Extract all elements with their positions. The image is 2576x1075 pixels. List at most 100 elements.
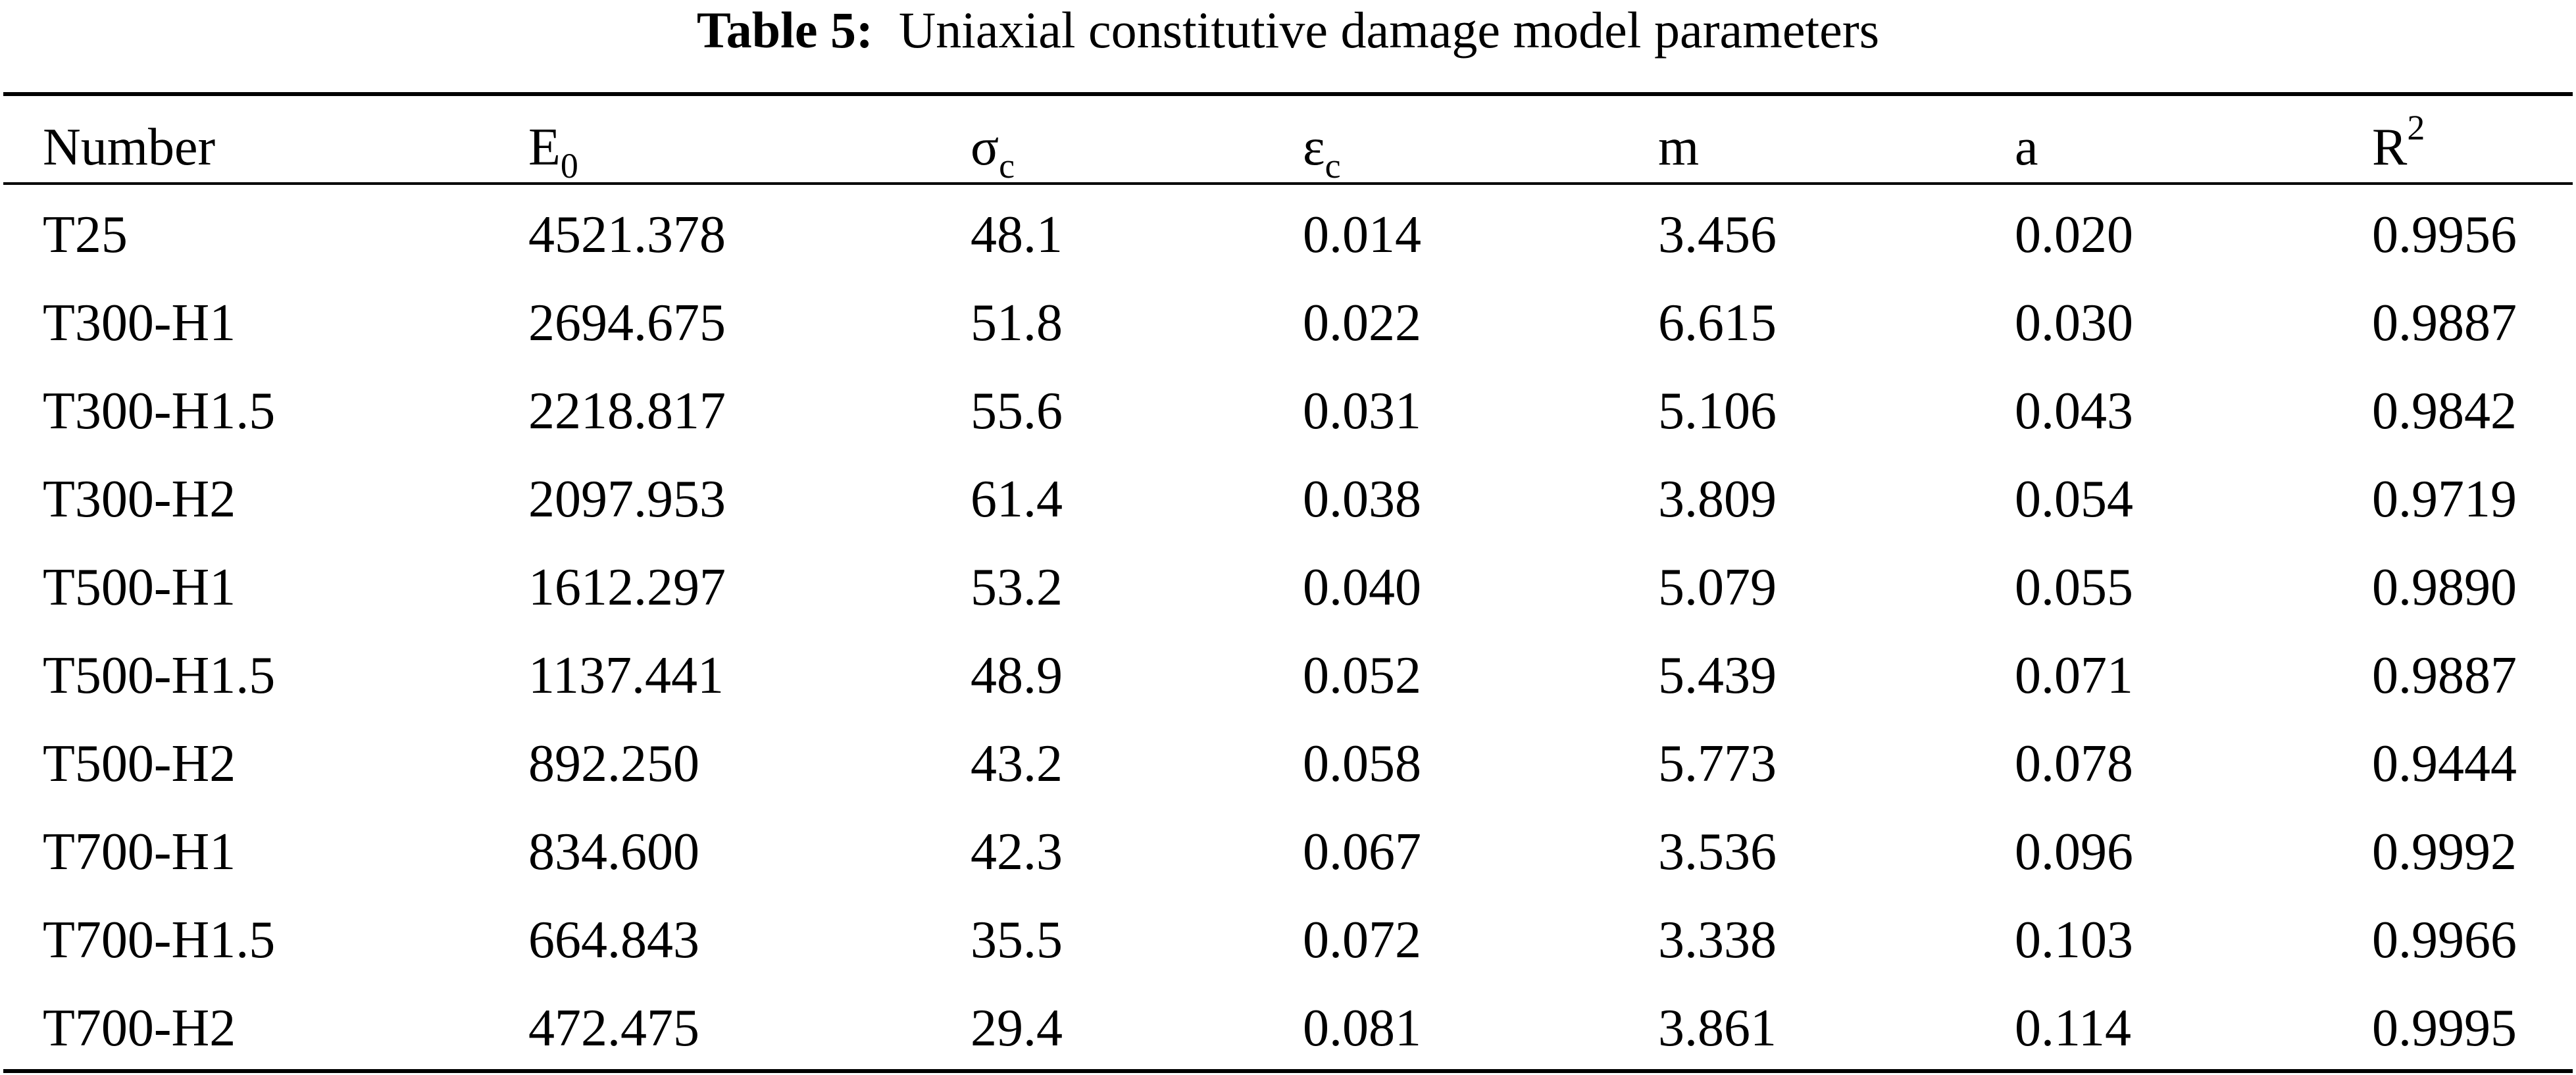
cell-number: T700-H2: [43, 999, 236, 1057]
cell-epsilon-c: 0.022: [1303, 294, 1421, 352]
cell-a: 0.071: [2015, 647, 2133, 705]
cell-a: 0.055: [2015, 559, 2133, 616]
cell-r-squared: 0.9956: [2372, 206, 2517, 264]
header-number-text: Number: [43, 118, 216, 176]
table-row: T500-H1 1612.297 53.2 0.040 5.079 0.055 0.9890: [0, 543, 2576, 632]
header-e0: E0: [528, 99, 578, 196]
cell-m: 3.861: [1658, 999, 1777, 1057]
header-number: Number: [43, 99, 215, 196]
table-row: T700-H1 834.600 42.3 0.067 3.536 0.096 0.9992: [0, 808, 2576, 896]
cell-e0: 472.475: [528, 999, 699, 1057]
table-row: T500-H1.5 1137.441 48.9 0.052 5.439 0.071 0.98…: [0, 632, 2576, 720]
cell-e0: 1137.441: [528, 647, 724, 705]
table-row: T700-H2 472.475 29.4 0.081 3.861 0.114 0.9995: [0, 984, 2576, 1072]
cell-sigma-c: 29.4: [971, 999, 1063, 1057]
table-top-rule: [3, 92, 2573, 96]
table-row: T300-H1 2694.675 51.8 0.022 6.615 0.030 0.9887: [0, 279, 2576, 367]
cell-sigma-c: 35.5: [971, 911, 1063, 969]
cell-r-squared: 0.9966: [2372, 911, 2517, 969]
cell-m: 5.773: [1658, 735, 1777, 793]
cell-e0: 664.843: [528, 911, 699, 969]
cell-epsilon-c: 0.052: [1303, 647, 1421, 705]
header-epsilon-c: εc: [1303, 99, 1341, 196]
cell-e0: 834.600: [528, 823, 699, 881]
cell-r-squared: 0.9444: [2372, 735, 2517, 793]
cell-epsilon-c: 0.058: [1303, 735, 1421, 793]
cell-number: T500-H1.5: [43, 647, 276, 705]
cell-r-squared: 0.9992: [2372, 823, 2517, 881]
cell-a: 0.114: [2015, 999, 2132, 1057]
cell-epsilon-c: 0.040: [1303, 559, 1421, 616]
cell-number: T700-H1: [43, 823, 236, 881]
cell-epsilon-c: 0.031: [1303, 382, 1421, 440]
cell-a: 0.096: [2015, 823, 2133, 881]
cell-epsilon-c: 0.038: [1303, 470, 1421, 528]
cell-m: 6.615: [1658, 294, 1777, 352]
table-row: T500-H2 892.250 43.2 0.058 5.773 0.078 0.9444: [0, 720, 2576, 808]
cell-epsilon-c: 0.067: [1303, 823, 1421, 881]
cell-epsilon-c: 0.014: [1303, 206, 1421, 264]
cell-sigma-c: 48.9: [971, 647, 1063, 705]
table-header-rule: [3, 182, 2573, 185]
header-r-squared: R2: [2372, 99, 2425, 196]
cell-r-squared: 0.9887: [2372, 294, 2517, 352]
table-row: T300-H1.5 2218.817 55.6 0.031 5.106 0.043 0.98…: [0, 367, 2576, 455]
cell-m: 5.439: [1658, 647, 1777, 705]
cell-number: T700-H1.5: [43, 911, 276, 969]
cell-sigma-c: 48.1: [971, 206, 1063, 264]
cell-sigma-c: 42.3: [971, 823, 1063, 881]
cell-sigma-c: 61.4: [971, 470, 1063, 528]
cell-m: 3.536: [1658, 823, 1777, 881]
cell-r-squared: 0.9995: [2372, 999, 2517, 1057]
header-m-text: m: [1658, 118, 1700, 176]
cell-sigma-c: 51.8: [971, 294, 1063, 352]
table-row: T300-H2 2097.953 61.4 0.038 3.809 0.054 0.9719: [0, 455, 2576, 543]
table-bottom-rule: [3, 1069, 2573, 1073]
header-r-superscript: 2: [2407, 108, 2425, 147]
cell-e0: 1612.297: [528, 559, 726, 616]
cell-e0: 2097.953: [528, 470, 726, 528]
cell-a: 0.030: [2015, 294, 2133, 352]
cell-r-squared: 0.9719: [2372, 470, 2517, 528]
header-r-base: R: [2372, 118, 2408, 176]
cell-number: T500-H2: [43, 735, 236, 793]
cell-m: 3.456: [1658, 206, 1777, 264]
cell-epsilon-c: 0.072: [1303, 911, 1421, 969]
cell-e0: 4521.378: [528, 206, 726, 264]
table-row: T700-H1.5 664.843 35.5 0.072 3.338 0.103 0.996…: [0, 896, 2576, 984]
cell-m: 3.809: [1658, 470, 1777, 528]
cell-m: 5.079: [1658, 559, 1777, 616]
cell-m: 3.338: [1658, 911, 1777, 969]
cell-a: 0.020: [2015, 206, 2133, 264]
cell-number: T300-H1.5: [43, 382, 276, 440]
header-epsilon-c-subscript: c: [1325, 146, 1341, 186]
cell-sigma-c: 53.2: [971, 559, 1063, 616]
cell-number: T300-H1: [43, 294, 236, 352]
cell-e0: 2694.675: [528, 294, 726, 352]
cell-a: 0.054: [2015, 470, 2133, 528]
cell-r-squared: 0.9887: [2372, 647, 2517, 705]
header-e0-subscript: 0: [560, 146, 578, 186]
header-a: a: [2015, 99, 2038, 196]
cell-a: 0.078: [2015, 735, 2133, 793]
cell-r-squared: 0.9890: [2372, 559, 2517, 616]
cell-sigma-c: 43.2: [971, 735, 1063, 793]
header-sigma-c-base: σ: [971, 118, 999, 176]
table-header-row: Number E0 σc εc m a R2: [0, 99, 2576, 184]
header-e0-base: E: [528, 118, 561, 176]
table-caption-label: Table 5:: [696, 1, 873, 59]
cell-a: 0.043: [2015, 382, 2133, 440]
cell-e0: 2218.817: [528, 382, 726, 440]
cell-e0: 892.250: [528, 735, 699, 793]
header-sigma-c-subscript: c: [999, 146, 1015, 186]
cell-number: T300-H2: [43, 470, 236, 528]
cell-r-squared: 0.9842: [2372, 382, 2517, 440]
header-sigma-c: σc: [971, 99, 1015, 196]
table-caption-text: Uniaxial constitutive damage model param…: [898, 1, 1880, 59]
header-epsilon-c-base: ε: [1303, 118, 1325, 176]
cell-number: T500-H1: [43, 559, 236, 616]
cell-a: 0.103: [2015, 911, 2133, 969]
header-m: m: [1658, 99, 1699, 196]
table-caption: Table 5: Uniaxial constitutive damage mo…: [0, 0, 2576, 72]
cell-epsilon-c: 0.081: [1303, 999, 1421, 1057]
